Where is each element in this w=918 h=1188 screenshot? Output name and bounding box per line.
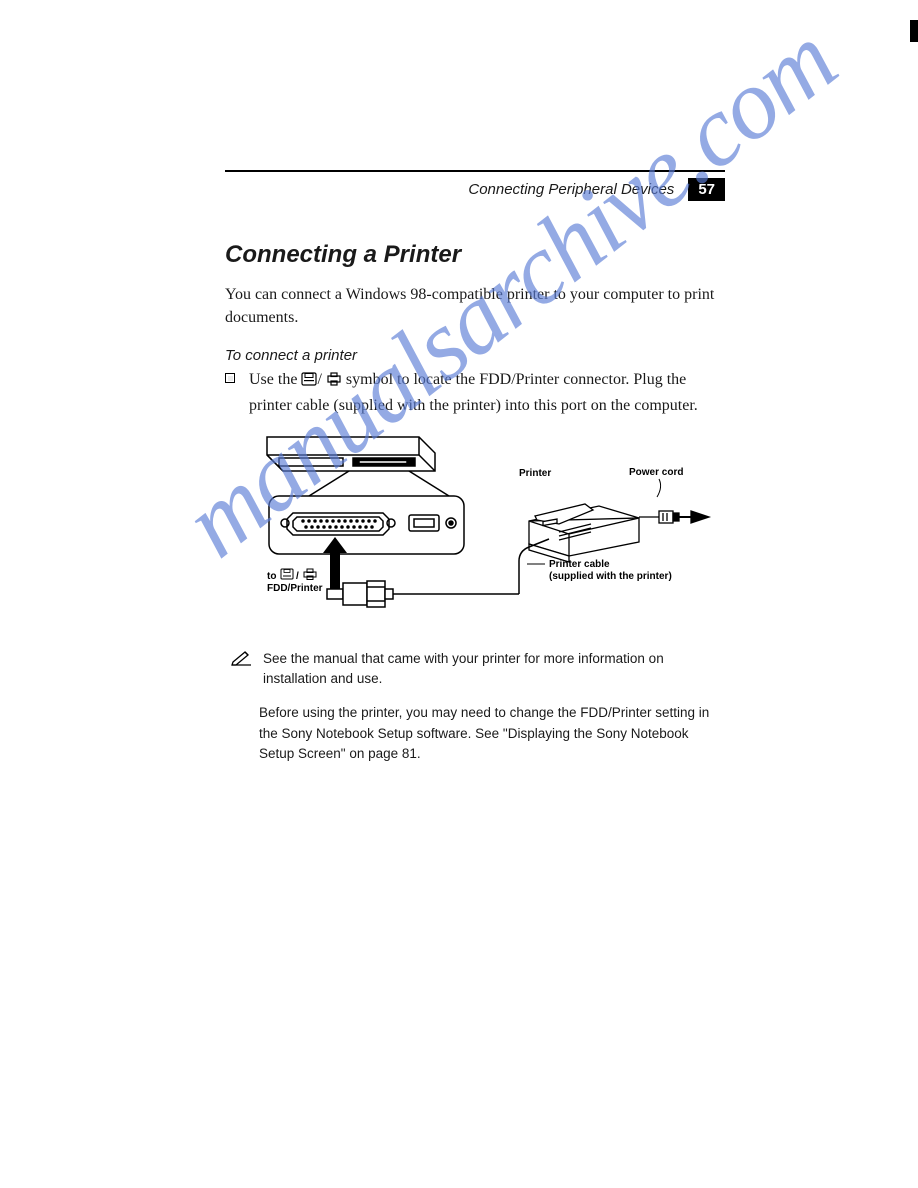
step-text-pre: Use the bbox=[249, 371, 301, 388]
running-header: Connecting Peripheral Devices 57 bbox=[225, 178, 725, 201]
chapter-title: Connecting Peripheral Devices bbox=[468, 181, 674, 198]
note-1-text: See the manual that came with your print… bbox=[263, 649, 725, 690]
label-power-cord: Power cord bbox=[629, 467, 683, 478]
printer-body bbox=[529, 504, 639, 562]
printer-icon bbox=[326, 370, 342, 393]
label-printer-cable: Printer cable bbox=[549, 559, 610, 570]
arrow-to-port bbox=[323, 537, 347, 589]
procedure-subhead: To connect a printer bbox=[225, 347, 725, 364]
note-2-text: Before using the printer, you may need t… bbox=[259, 703, 725, 764]
label-to: to bbox=[267, 571, 276, 582]
step-item: Use the / symbol to locate the FDD/Print… bbox=[225, 368, 725, 416]
label-printer: Printer bbox=[519, 468, 551, 479]
section-title: Connecting a Printer bbox=[225, 241, 725, 269]
note-1: See the manual that came with your print… bbox=[231, 649, 725, 690]
intro-paragraph: You can connect a Windows 98-compatible … bbox=[225, 283, 725, 329]
step-text: Use the / symbol to locate the FDD/Print… bbox=[249, 368, 725, 416]
cable-plug bbox=[327, 581, 519, 607]
svg-text:/: / bbox=[296, 571, 299, 582]
label-printer-cable-sub: (supplied with the printer) bbox=[549, 571, 672, 582]
page-content: Connecting Peripheral Devices 57 Connect… bbox=[225, 170, 725, 764]
page-number: 57 bbox=[688, 178, 725, 201]
power-cord bbox=[639, 511, 709, 523]
page-edge-mark bbox=[910, 20, 918, 42]
bullet-icon bbox=[225, 373, 235, 383]
computer-unit bbox=[267, 437, 435, 471]
pencil-note-icon bbox=[231, 650, 253, 690]
fdd-icon bbox=[301, 370, 317, 393]
label-fdd-icon bbox=[281, 569, 293, 579]
header-rule bbox=[225, 170, 725, 172]
connection-diagram: to / FDD/Printer bbox=[249, 431, 725, 621]
label-printer-icon bbox=[304, 569, 316, 580]
slash-sep: / bbox=[317, 371, 325, 388]
port-panel bbox=[269, 471, 464, 554]
label-fdd-printer: FDD/Printer bbox=[267, 583, 323, 594]
